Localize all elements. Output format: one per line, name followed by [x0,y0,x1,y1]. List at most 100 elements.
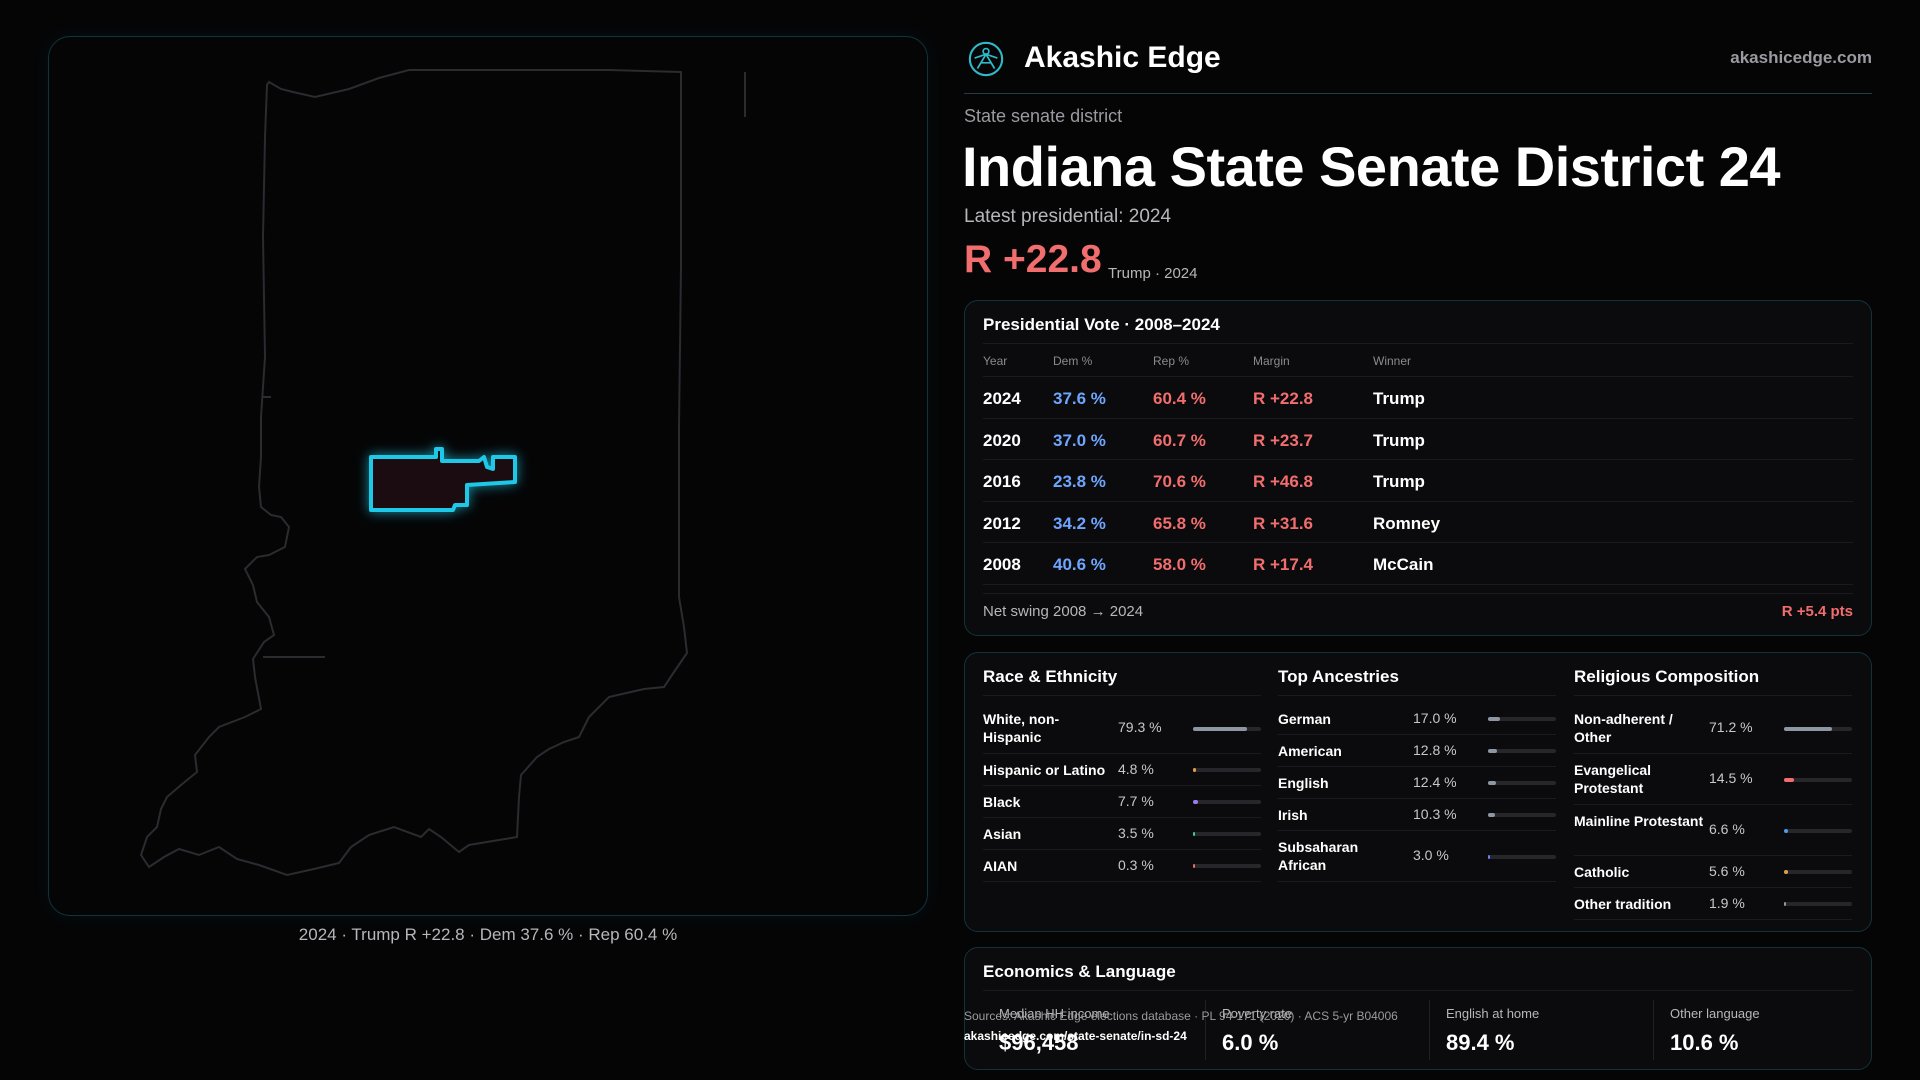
state-outline [139,69,689,877]
econ-stat-label: Median HH income [999,1006,1110,1021]
demo-item-label: Subsaharan African [1278,839,1359,873]
list-item: Hispanic or Latino 4.8 % [983,754,1261,786]
cell-year: 2020 [983,430,1021,450]
list-item: Asian 3.5 % [983,818,1261,850]
demo-item-bar-track [1488,717,1556,721]
cell-year: 2012 [983,513,1021,533]
demo-item-bar-track [1784,902,1852,906]
presidential-vote-card: Presidential Vote · 2008–2024 Year Dem %… [964,300,1872,636]
source-note: Sources: Akashic Edge elections database… [964,1006,1398,1046]
list-item: Subsaharan African 3.0 % [1278,831,1556,882]
demo-item-bar-track [1193,832,1261,836]
net-swing-label: Net swing 2008 → 2024 [983,603,1144,620]
demo-item-percent: 12.4 % [1413,774,1457,790]
demographics-card: Race & Ethnicity White, non-Hispanic 79.3… [964,652,1872,932]
cell-year: 2008 [983,555,1021,574]
list-item: Non-adherent / Other 71.2 % [1574,703,1852,754]
source-text: Sources: Akashic Edge elections database… [964,1009,1398,1023]
brand-url-link[interactable]: akashicedge.com [1730,48,1872,67]
list-item: American 12.8 % [1278,735,1556,767]
demo-item-percent: 4.8 % [1118,761,1154,777]
demo-item-label: Evangelical Protestant [1574,762,1652,796]
top-ancestries-column: Top Ancestries German 17.0 % American 12.8 … [1278,653,1556,931]
cell-rep: 65.8 % [1153,513,1206,533]
state-border-detail [262,72,746,658]
econ-stat-poverty-rate: Poverty rate 6.0 % [1205,1000,1415,1060]
list-item: Evangelical Protestant 14.5 % [1574,754,1852,805]
demo-item-label: Asian [983,826,1022,842]
cell-year: 2016 [983,472,1021,491]
econ-stat-label: Poverty rate [1222,1006,1293,1021]
econ-stat-value: $96,458 [999,1030,1079,1055]
top-ancestries-list: German 17.0 % American 12.8 % English 12.4 % I… [1278,703,1556,882]
demo-item-percent: 0.3 % [1118,857,1154,873]
cell-margin: R +17.4 [1253,555,1314,574]
demo-item-bar-track [1193,864,1261,868]
table-header-row: Year Dem % Rep % Margin Winner [983,345,1853,377]
demo-item-label: English [1278,775,1329,791]
brand-header: Akashic Edge akashicedge.com [964,36,1872,94]
list-item: Irish 10.3 % [1278,799,1556,831]
demo-item-bar-track [1784,829,1852,833]
demo-item-bar-track [1193,800,1261,804]
demo-item-label: Hispanic or Latino [983,762,1106,778]
cell-winner: Trump [1373,472,1425,491]
demo-item-percent: 3.0 % [1413,847,1449,863]
list-item: Mainline Protestant 6.6 % [1574,805,1852,856]
column-header-rep: Rep % [1153,354,1190,368]
econ-stat-value: 6.0 % [1222,1030,1279,1055]
table-row: 2012 34.2 % 65.8 % R +31.6 Romney [983,502,1853,543]
econ-stat-label: Other language [1670,1006,1760,1021]
demo-item-bar-fill [1193,832,1196,836]
district-map-panel[interactable] [48,36,928,916]
religious-composition-column: Religious Composition Non-adherent / Oth… [1574,653,1852,931]
demo-item-percent: 71.2 % [1709,719,1753,735]
demo-item-bar-track [1784,778,1852,782]
race-ethnicity-column: Race & Ethnicity White, non-Hispanic 79.3… [983,653,1261,931]
headline-margin-subtitle: Trump · 2024 [1108,265,1198,282]
presidential-vote-title: Presidential Vote · 2008–2024 [983,315,1220,334]
cell-margin: R +31.6 [1253,513,1314,533]
page-title: Indiana State Senate District 24 [962,135,1781,198]
economics-language-title: Economics & Language [983,962,1176,981]
brand-name: Akashic Edge [1024,41,1221,74]
demo-item-label: American [1278,743,1342,759]
demo-item-bar-fill [1488,749,1497,753]
source-url-link[interactable]: akashicedge.com/state-senate/in-sd-24 [964,1029,1187,1043]
map-caption: 2024 · Trump R +22.8 · Dem 37.6 % · Rep … [298,925,678,944]
cell-winner: Trump [1373,389,1425,408]
econ-stat-median-income: Median HH income $96,458 [983,1000,1193,1060]
divider [983,990,1853,991]
demo-item-label: Black [983,794,1021,810]
demo-item-percent: 7.7 % [1118,793,1154,809]
column-header-margin: Margin [1253,354,1290,368]
demo-item-percent: 17.0 % [1413,710,1457,726]
econ-stat-label: English at home [1446,1006,1540,1021]
cell-dem: 37.0 % [1053,430,1106,450]
district-24-shape[interactable] [369,447,517,512]
demo-item-percent: 6.6 % [1709,821,1745,837]
demo-item-bar-fill [1784,870,1788,874]
demo-item-bar-track [1193,727,1261,731]
demo-item-percent: 14.5 % [1709,770,1753,786]
list-item: Catholic 5.6 % [1574,856,1852,888]
list-item: English 12.4 % [1278,767,1556,799]
cell-dem: 34.2 % [1053,513,1106,533]
net-swing-value: R +5.4 pts [1781,603,1853,620]
cell-dem: 37.6 % [1053,389,1106,408]
demo-item-label: Non-adherent / Other [1574,711,1673,745]
column-header-winner: Winner [1373,354,1412,368]
demo-item-bar-fill [1488,781,1497,785]
demo-item-bar-track [1488,855,1556,859]
list-item: German 17.0 % [1278,703,1556,735]
table-row: 2020 37.0 % 60.7 % R +23.7 Trump [983,419,1853,460]
demo-item-percent: 1.9 % [1709,895,1745,911]
list-item: AIAN 0.3 % [983,850,1261,882]
econ-stat-other-language: Other language 10.6 % [1653,1000,1863,1060]
cell-winner: Romney [1373,513,1441,533]
column-header-year: Year [983,354,1008,368]
table-row: 2016 23.8 % 70.6 % R +46.8 Trump [983,460,1853,502]
demo-item-label: Catholic [1574,864,1630,880]
demo-item-percent: 12.8 % [1413,742,1457,758]
demo-item-label: Irish [1278,807,1308,823]
